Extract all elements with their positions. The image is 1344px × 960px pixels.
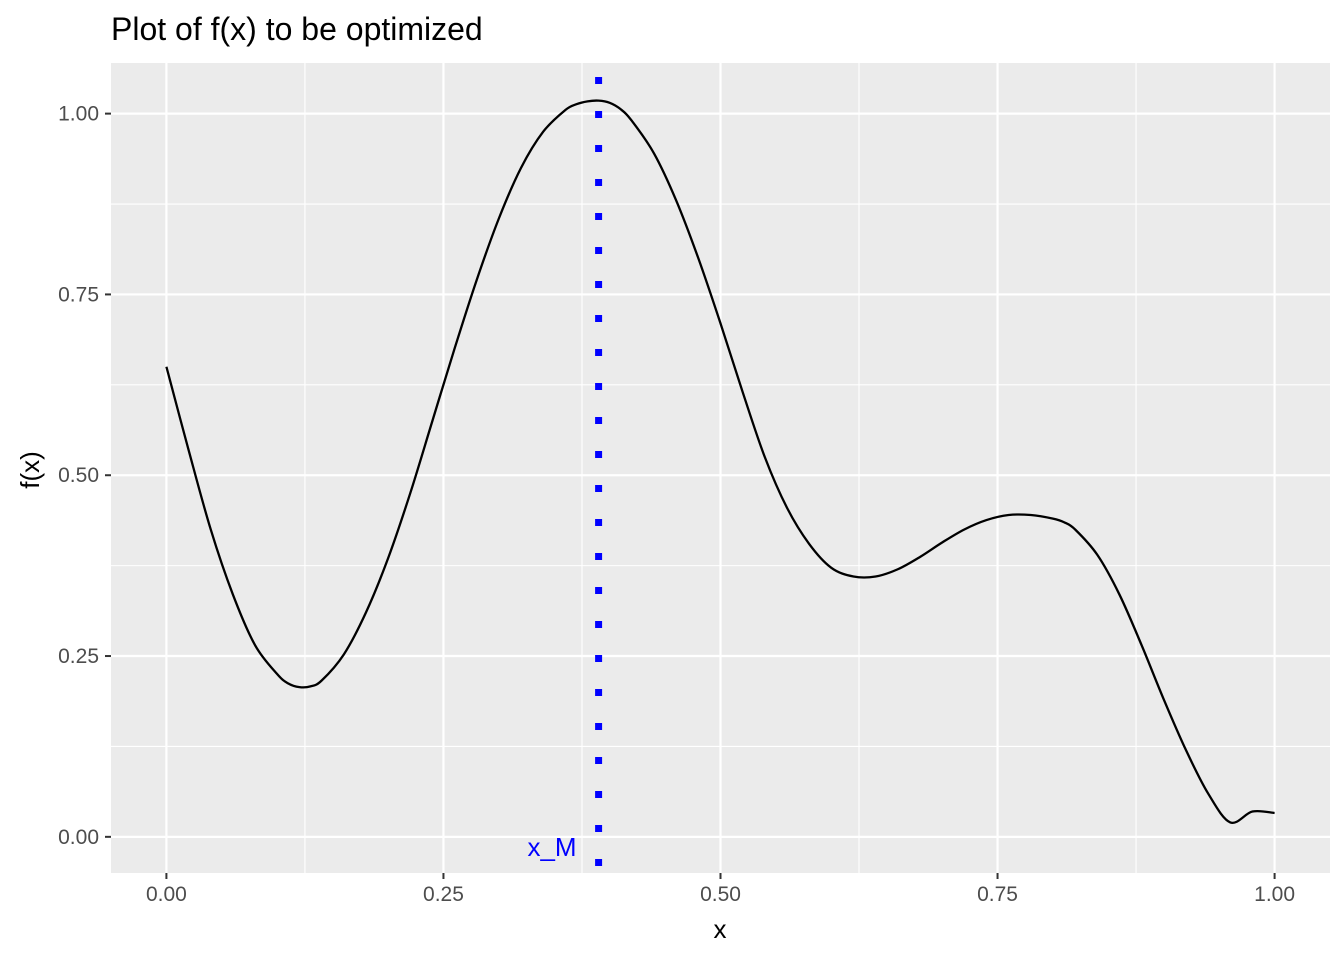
y-tick-label: 0.00 — [58, 826, 99, 849]
y-tick-label: 0.50 — [58, 464, 99, 487]
y-axis-title: f(x) — [15, 451, 45, 489]
chart-title: Plot of f(x) to be optimized — [111, 11, 483, 47]
x-axis-title: x — [714, 914, 727, 944]
y-axis-ticks: 0.00 0.25 0.50 0.75 1.00 — [58, 103, 111, 849]
x-m-label: x_M — [527, 832, 576, 862]
x-tick-label: 0.25 — [423, 883, 464, 906]
series-line-f-x — [165, 99, 1275, 824]
major-gridlines — [111, 63, 1330, 873]
x-tick-label: 0.50 — [700, 883, 741, 906]
x-tick-label: 0.00 — [146, 883, 187, 906]
x-tick-label: 0.75 — [977, 883, 1018, 906]
y-tick-label: 0.25 — [58, 645, 99, 668]
y-tick-label: 0.75 — [58, 283, 99, 306]
x-tick-label: 1.00 — [1254, 883, 1295, 906]
y-tick-label: 1.00 — [58, 103, 99, 126]
x-axis-ticks: 0.00 0.25 0.50 0.75 1.00 — [146, 873, 1295, 906]
